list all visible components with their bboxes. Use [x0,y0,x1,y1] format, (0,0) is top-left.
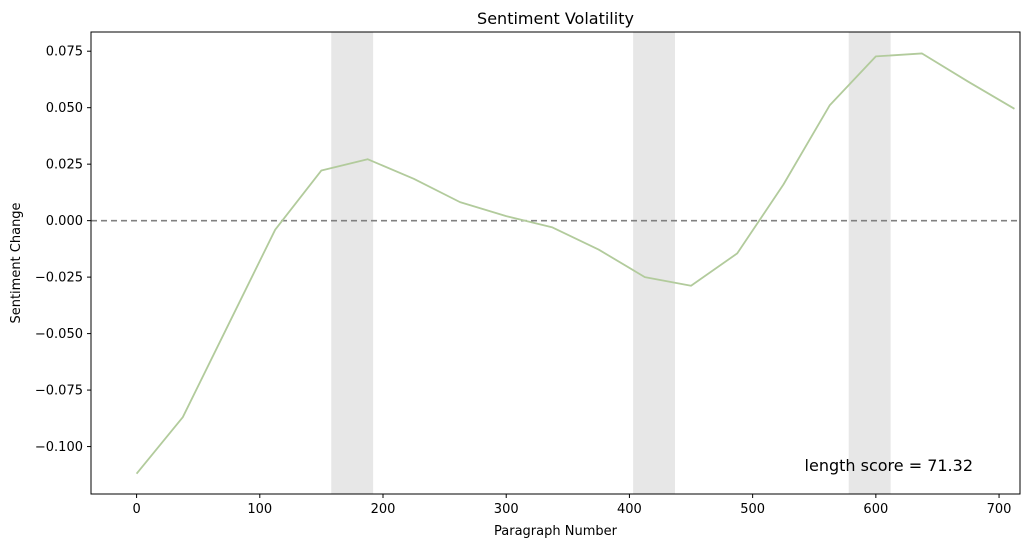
y-tick-label: 0.025 [46,158,83,173]
shaded-span-3 [848,32,891,494]
y-tick-label: −0.050 [35,327,83,342]
x-tick-label: 100 [247,502,272,517]
y-tick-label: 0.050 [46,101,83,116]
x-tick-label: 0 [132,502,140,517]
series-layer [135,52,1015,475]
y-tick-label: 0.000 [46,214,83,229]
y-axis-label: Sentiment Change [9,202,24,323]
shaded-span-2 [633,32,676,494]
x-tick-label: 600 [863,502,888,517]
x-tick-label: 500 [740,502,765,517]
y-tick-label: −0.075 [35,384,83,399]
shaded-span-1 [331,32,374,494]
plot-frame [90,31,1021,495]
y-tick-label: −0.025 [35,271,83,286]
x-tick-label: 300 [494,502,519,517]
x-axis-ticks: 0 100 200 300 400 500 600 700 [132,494,1011,517]
x-tick-label: 400 [617,502,642,517]
series-line-1 [135,52,1015,475]
y-tick-label: −0.100 [35,440,83,455]
y-axis-ticks: −0.100 −0.075 −0.050 −0.025 0.000 0.025 0.050 0… [35,45,91,455]
x-tick-label: 200 [371,502,396,517]
length-score-annotation: length score = 71.32 [805,456,973,475]
y-tick-label: 0.075 [46,45,83,60]
x-axis-label: Paragraph Number [494,524,618,539]
chart-title: Sentiment Volatility [477,9,634,28]
shaded-spans [331,32,891,494]
x-tick-label: 700 [987,502,1012,517]
